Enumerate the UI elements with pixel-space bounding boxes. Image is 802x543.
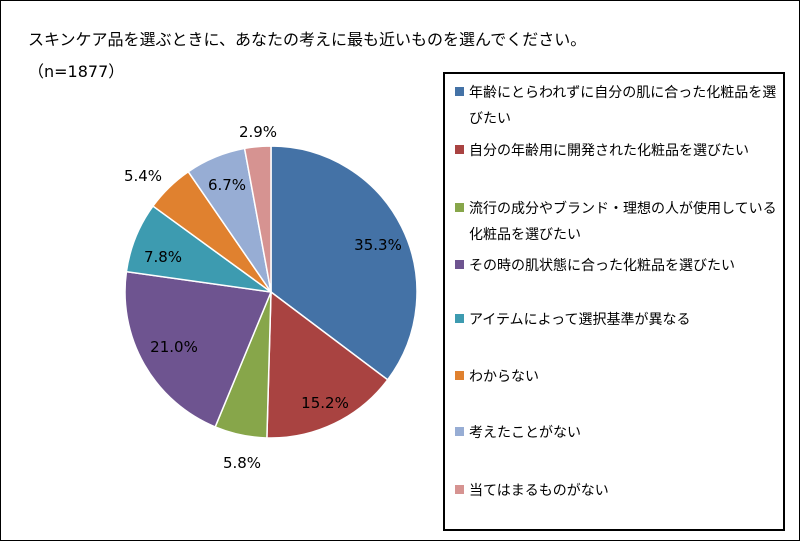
legend-label: 当てはまるものがない — [469, 483, 609, 499]
legend-swatch — [455, 427, 464, 436]
legend-item: 当てはまるものがない — [455, 478, 780, 504]
legend-label: アイテムによって選択基準が異なる — [469, 312, 691, 328]
slice-value-label: 35.3% — [354, 236, 402, 254]
slice-value-label: 5.4% — [124, 167, 162, 185]
legend-label: 流行の成分やブランド・理想の人が使用している化粧品を選びたい — [469, 201, 777, 243]
legend-item: その時の肌状態に合った化粧品を選びたい — [455, 253, 780, 279]
slice-value-label: 2.9% — [239, 123, 277, 141]
legend-swatch — [455, 485, 464, 494]
slice-value-label: 7.8% — [144, 248, 182, 266]
slice-value-label: 6.7% — [208, 176, 246, 194]
legend-label: 年齢にとらわれずに自分の肌に合った化粧品を選びたい — [469, 85, 777, 127]
legend-label: 自分の年齢用に開発された化粧品を選びたい — [469, 143, 749, 159]
pie-slice — [266, 290, 389, 439]
sample-size: （n=1877） — [28, 62, 125, 81]
legend-item: 考えたことがない — [455, 420, 780, 446]
legend-label: 考えたことがない — [469, 425, 581, 441]
legend-swatch — [455, 314, 464, 323]
pie-slice — [270, 145, 418, 381]
legend-swatch — [455, 145, 464, 154]
chart-title: スキンケア品を選ぶときに、あなたの考えに最も近いものを選んでください。 — [28, 30, 587, 49]
legend-item: 流行の成分やブランド・理想の人が使用している化粧品を選びたい — [455, 196, 780, 248]
legend-label: その時の肌状態に合った化粧品を選びたい — [469, 258, 735, 274]
slice-value-label: 15.2% — [301, 394, 349, 412]
legend-swatch — [455, 260, 464, 269]
slice-value-label: 5.8% — [223, 454, 261, 472]
slice-value-label: 21.0% — [150, 338, 198, 356]
pie-slice — [124, 270, 273, 428]
legend-swatch — [455, 371, 464, 380]
legend-item: わからない — [455, 364, 780, 390]
legend-item: アイテムによって選択基準が異なる — [455, 307, 780, 333]
legend-swatch — [455, 87, 464, 96]
legend-label: わからない — [469, 369, 539, 385]
legend: 年齢にとらわれずに自分の肌に合った化粧品を選びたい自分の年齢用に開発された化粧品… — [443, 72, 785, 531]
legend-item: 年齢にとらわれずに自分の肌に合った化粧品を選びたい — [455, 80, 780, 132]
legend-item: 自分の年齢用に開発された化粧品を選びたい — [455, 138, 780, 164]
legend-swatch — [455, 203, 464, 212]
pie-slice — [243, 145, 272, 293]
